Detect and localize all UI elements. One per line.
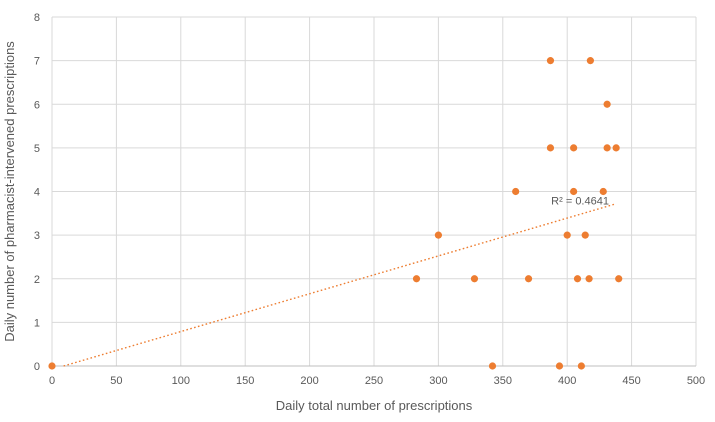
y-tick-label: 6 (34, 99, 40, 111)
y-tick-label: 2 (34, 274, 40, 286)
y-tick-label: 7 (34, 56, 40, 68)
scatter-point (563, 231, 571, 239)
trendline (63, 203, 617, 367)
x-tick-label: 450 (622, 375, 640, 387)
scatter-point (434, 231, 442, 239)
gridlines (51, 16, 697, 366)
scatter-point (570, 144, 578, 152)
scatter-point (570, 187, 578, 196)
scatter-point (524, 275, 533, 283)
trendline-segment (63, 203, 617, 367)
scatter-point (555, 362, 564, 370)
scatter-point (581, 231, 589, 239)
y-tick-label: 8 (34, 12, 40, 24)
scatter-point (612, 144, 620, 152)
scatter-point (470, 275, 479, 283)
x-axis-title: Daily total number of prescriptions (276, 398, 473, 413)
y-tick-label: 0 (34, 361, 40, 373)
x-tick-label: 350 (494, 375, 512, 387)
x-tick-label: 0 (49, 375, 55, 387)
scatter-point (546, 144, 555, 152)
scatter-point (603, 144, 611, 152)
x-tick-label: 500 (687, 375, 705, 387)
y-tick-label: 1 (34, 317, 40, 329)
x-tick-label: 100 (172, 375, 190, 387)
scatter-point (412, 275, 421, 283)
scatter-point (488, 362, 497, 370)
scatter-point (586, 57, 594, 65)
scatter-point (48, 362, 56, 370)
scatter-point (585, 275, 593, 283)
tick-labels: 0 50 100 150 200 250 300 350 400 450 500 0 1 2 3 4 5 6 7 8 (34, 12, 705, 387)
y-tick-label: 4 (34, 187, 40, 199)
x-tick-label: 250 (365, 375, 383, 387)
x-tick-label: 50 (110, 375, 122, 387)
scatter-point (603, 100, 611, 108)
y-tick-label: 5 (34, 143, 40, 155)
x-tick-label: 400 (558, 375, 576, 387)
x-tick-label: 200 (300, 375, 318, 387)
scatter-point (512, 187, 520, 196)
scatter-point (573, 275, 582, 283)
y-axis-title: Daily number of pharmacist-intervened pr… (2, 41, 17, 342)
scatter-point (546, 57, 555, 65)
scatter-point (577, 362, 585, 370)
data-points (48, 57, 623, 370)
y-tick-label: 3 (34, 230, 40, 242)
x-tick-label: 300 (429, 375, 447, 387)
scatter-point (599, 187, 607, 196)
scatter-point (615, 275, 623, 283)
r-squared-label: R² = 0.4641 (551, 196, 609, 208)
x-tick-label: 150 (236, 375, 254, 387)
